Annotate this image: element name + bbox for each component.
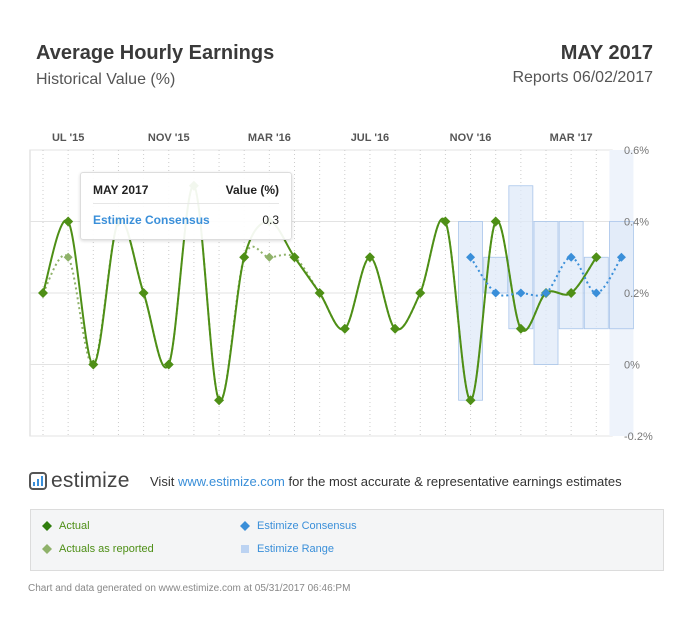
reported-point <box>264 252 274 262</box>
actual-point <box>465 395 476 406</box>
actual-point <box>339 323 350 334</box>
actual-point <box>214 395 225 406</box>
legend-item-actual[interactable]: Actual <box>41 520 90 532</box>
diamond-icon <box>42 544 52 554</box>
actual-point <box>88 359 99 370</box>
y-tick-label: 0% <box>624 360 640 372</box>
y-tick-label: 0.6% <box>624 145 649 157</box>
estimize-brand[interactable]: estimize <box>29 469 130 493</box>
actual-point <box>390 323 401 334</box>
consensus-point <box>491 288 501 298</box>
consensus-point <box>566 252 576 262</box>
chart-subtitle: Historical Value (%) <box>36 71 176 88</box>
legend-item-range[interactable]: Estimize Range <box>239 543 334 555</box>
chart-area[interactable]: 0.6% 0.4% 0.2% 0% -0.2% UL '15 NOV '15 MAR '16 J… <box>0 120 685 450</box>
actual-point <box>289 252 300 263</box>
brand-name: estimize <box>51 469 130 492</box>
legend-label-range: Estimize Range <box>257 543 335 555</box>
estimize-logo-icon <box>29 472 47 490</box>
actual-point <box>38 288 48 298</box>
visit-suffix: for the most accurate & representative e… <box>288 474 622 489</box>
tooltip-title: MAY 2017 <box>93 183 149 197</box>
estimize-range-bar <box>508 185 534 330</box>
actual-point <box>314 288 325 298</box>
actual-point <box>566 288 577 298</box>
reports-date: Reports 06/02/2017 <box>512 69 653 86</box>
legend-label-reported: Actuals as reported <box>59 543 154 555</box>
actual-point <box>163 359 174 370</box>
estimize-range-bar <box>558 221 584 330</box>
x-tick-label: JUL '16 <box>351 132 390 144</box>
tooltip-value: 0.3 <box>262 213 279 227</box>
actual-point <box>63 216 74 227</box>
reported-point <box>63 252 73 262</box>
y-tick-label: 0.4% <box>624 217 649 229</box>
y-tick-label: 0.2% <box>624 288 649 300</box>
diamond-icon <box>42 521 52 531</box>
diamond-icon <box>240 521 250 531</box>
estimize-link[interactable]: www.estimize.com <box>177 474 285 489</box>
consensus-point <box>516 288 526 298</box>
chart-tooltip: MAY 2017 Value (%) Estimize Consensus 0.… <box>80 172 292 240</box>
legend-item-reported[interactable]: Actuals as reported <box>41 543 154 555</box>
reported-series-line <box>42 184 598 402</box>
x-tick-label: NOV '15 <box>148 132 190 144</box>
estimize-range-bar <box>609 221 634 330</box>
x-tick-label: MAR '17 <box>550 132 593 144</box>
square-icon <box>241 545 249 553</box>
consensus-point <box>616 252 626 262</box>
actual-point <box>239 252 250 263</box>
consensus-point <box>541 288 551 298</box>
actual-point <box>440 216 451 227</box>
visit-prefix: Visit <box>150 474 175 489</box>
tooltip-value-header: Value (%) <box>225 183 279 197</box>
chart-title: Average Hourly Earnings <box>36 42 275 64</box>
tooltip-series-label: Estimize Consensus <box>93 213 210 227</box>
visit-text: Visit www.estimize.com for the most accu… <box>150 474 622 489</box>
x-tick-label: NOV '16 <box>450 132 492 144</box>
x-tick-label: UL '15 <box>52 132 84 144</box>
period-label: MAY 2017 <box>560 42 653 64</box>
legend-label-actual: Actual <box>59 520 90 532</box>
consensus-point <box>466 252 476 262</box>
estimize-range-bar <box>458 221 483 401</box>
actual-point <box>364 252 375 263</box>
actual-point <box>415 288 426 298</box>
y-tick-label: -0.2% <box>624 431 653 443</box>
actual-point <box>591 252 602 263</box>
legend-label-consensus: Estimize Consensus <box>257 520 357 532</box>
consensus-point <box>591 288 601 298</box>
footer-text: Chart and data generated on www.estimize… <box>28 583 351 594</box>
actual-point <box>138 288 149 298</box>
x-tick-label: MAR '16 <box>248 132 291 144</box>
legend: Actual Actuals as reported Estimize Cons… <box>30 509 664 571</box>
actual-point <box>490 216 501 227</box>
legend-item-consensus[interactable]: Estimize Consensus <box>239 520 357 532</box>
actual-point <box>515 323 526 334</box>
